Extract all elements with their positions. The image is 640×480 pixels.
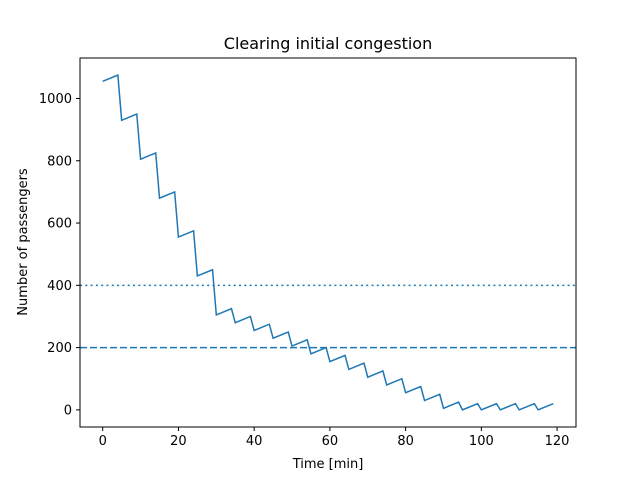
y-tick-label: 400 <box>47 279 72 294</box>
plot-area <box>80 74 576 411</box>
y-tick-label: 0 <box>64 403 72 418</box>
axes-frame <box>79 57 577 428</box>
y-tick-label: 200 <box>47 341 72 356</box>
y-tick-label: 600 <box>47 217 72 232</box>
y-axis-label: Number of passengers <box>16 168 31 316</box>
x-axis-label: Time [min] <box>292 457 364 472</box>
x-tick-label: 40 <box>246 434 263 449</box>
x-tick-label: 20 <box>170 434 187 449</box>
x-tick-label: 60 <box>322 434 339 449</box>
x-tick-label: 0 <box>99 434 107 449</box>
x-tick-label: 100 <box>469 434 494 449</box>
chart-title: Clearing initial congestion <box>224 34 432 53</box>
y-tick-label: 1000 <box>39 92 72 107</box>
axis-ticks: 0 20 40 60 80 100 120 0 200 400 600 800 1000 <box>39 92 570 449</box>
series-line <box>102 74 554 411</box>
x-tick-label: 120 <box>545 434 570 449</box>
y-tick-label: 800 <box>47 154 72 169</box>
x-tick-label: 80 <box>397 434 414 449</box>
